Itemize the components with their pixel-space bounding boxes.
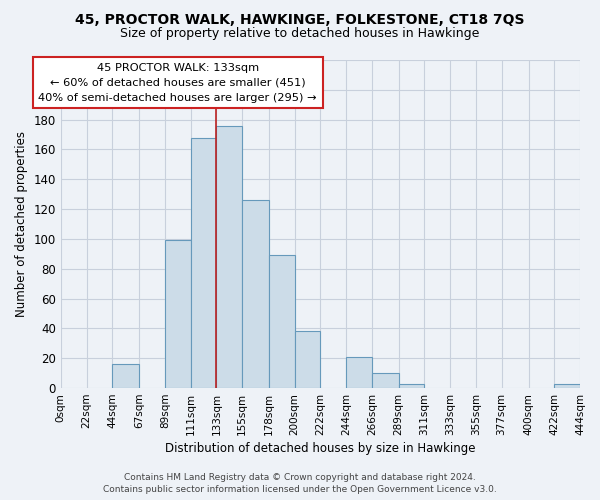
Bar [165, 240, 191, 388]
Text: Size of property relative to detached houses in Hawkinge: Size of property relative to detached ho… [121, 28, 479, 40]
Text: 45, PROCTOR WALK, HAWKINGE, FOLKESTONE, CT18 7QS: 45, PROCTOR WALK, HAWKINGE, FOLKESTONE, … [75, 12, 525, 26]
Bar [295, 332, 320, 388]
Bar [242, 200, 269, 388]
Bar [217, 126, 242, 388]
Bar [346, 357, 372, 388]
Bar [112, 364, 139, 388]
Y-axis label: Number of detached properties: Number of detached properties [15, 131, 28, 317]
Text: 45 PROCTOR WALK: 133sqm
← 60% of detached houses are smaller (451)
40% of semi-d: 45 PROCTOR WALK: 133sqm ← 60% of detache… [38, 63, 317, 102]
Bar [554, 384, 580, 388]
Bar [372, 373, 399, 388]
Bar [191, 138, 217, 388]
Bar [399, 384, 424, 388]
Text: Contains HM Land Registry data © Crown copyright and database right 2024.
Contai: Contains HM Land Registry data © Crown c… [103, 472, 497, 494]
Bar [269, 256, 295, 388]
X-axis label: Distribution of detached houses by size in Hawkinge: Distribution of detached houses by size … [165, 442, 476, 455]
